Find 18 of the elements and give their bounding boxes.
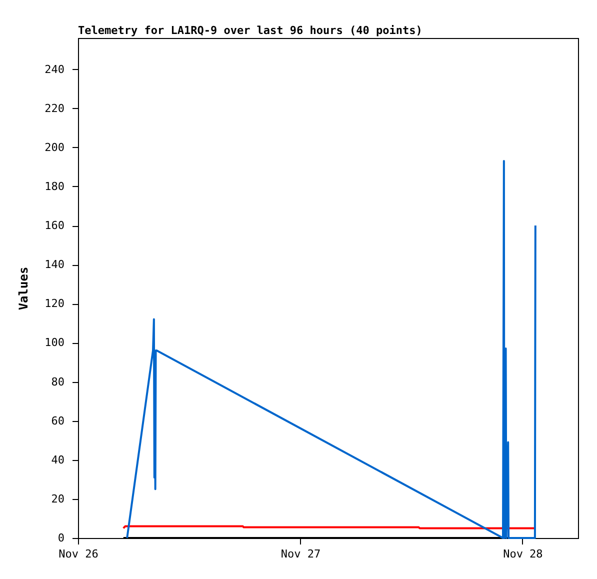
y-tick-label: 140	[44, 258, 64, 272]
x-tick-label: Nov 26	[58, 548, 98, 560]
y-tick-label: 80	[51, 375, 64, 388]
y-tick-label: 60	[51, 414, 64, 428]
y-axis-title: Values	[16, 266, 31, 310]
y-tick-label: 240	[44, 62, 64, 76]
y-tick-label: 200	[44, 140, 64, 154]
y-tick-label: 220	[44, 102, 64, 115]
chart-title: Telemetry for LA1RQ-9 over last 96 hours (40 points)	[78, 24, 422, 37]
y-tick-label: 40	[51, 453, 64, 466]
y-tick-label: 120	[44, 297, 64, 310]
x-tick-label: Nov 27	[280, 548, 321, 560]
y-tick-label: 160	[44, 219, 64, 232]
y-tick-label: 180	[44, 180, 64, 193]
y-tick-label: 20	[51, 492, 64, 506]
y-tick-label: 0	[58, 532, 64, 544]
x-tick-label: Nov 28	[503, 548, 543, 560]
y-tick-label: 100	[44, 336, 64, 350]
